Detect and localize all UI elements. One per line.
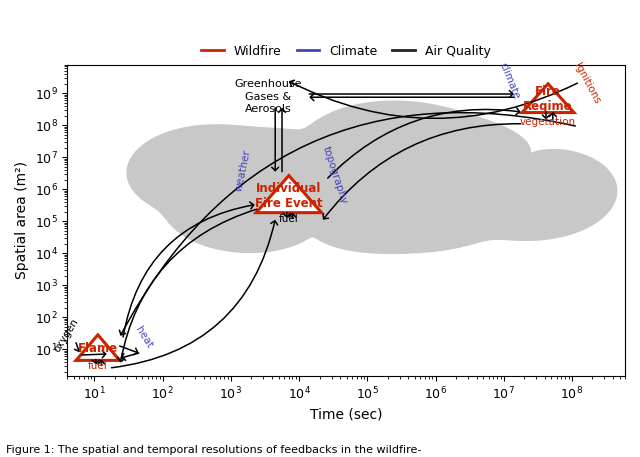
Polygon shape — [127, 101, 617, 253]
Text: Greenhouse
Gases &
Aerosols: Greenhouse Gases & Aerosols — [235, 79, 302, 114]
X-axis label: Time (sec): Time (sec) — [310, 408, 383, 421]
Text: fuel: fuel — [279, 214, 299, 224]
Polygon shape — [522, 84, 574, 112]
Text: Fire
Regime: Fire Regime — [524, 85, 573, 113]
Text: Ignitions: Ignitions — [572, 61, 602, 105]
Text: vegetation: vegetation — [520, 117, 576, 127]
Text: fuel: fuel — [88, 361, 108, 371]
Y-axis label: Spatial area (m²): Spatial area (m²) — [15, 161, 29, 279]
Text: topography: topography — [321, 145, 349, 205]
Polygon shape — [76, 335, 120, 361]
Text: Figure 1: The spatial and temporal resolutions of feedbacks in the wildfire-: Figure 1: The spatial and temporal resol… — [6, 445, 422, 455]
Legend: Wildfire, Climate, Air Quality: Wildfire, Climate, Air Quality — [196, 40, 496, 63]
Text: heat: heat — [133, 324, 154, 350]
Text: Individual
Fire Event: Individual Fire Event — [255, 182, 323, 210]
Polygon shape — [256, 175, 321, 213]
Text: oxygen: oxygen — [52, 317, 80, 355]
Text: weather: weather — [234, 148, 253, 192]
Text: climate: climate — [497, 61, 521, 101]
Text: Flame: Flame — [78, 342, 118, 355]
